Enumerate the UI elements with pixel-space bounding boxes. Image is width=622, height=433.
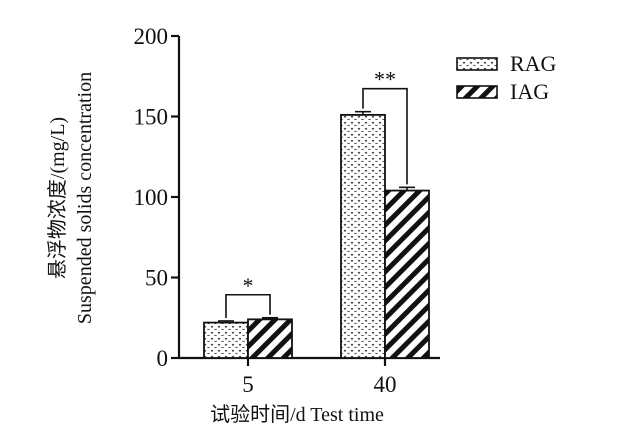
x-axis-label: 试验时间/d Test time [210,403,384,426]
bar-iag-5 [247,318,293,359]
y-axis-label-cn: 悬浮物浓度/(mg/L) [46,117,69,279]
significance-bracket-40 [362,87,408,185]
bar-rag-5 [203,321,249,359]
y-tick-labels: 0 50 100 150 200 [134,24,169,371]
bar-iag-40 [384,189,430,359]
significance-label-40: ** [374,67,396,92]
y-tick-label: 0 [157,346,169,371]
legend: RAG IAG [456,51,557,104]
significance-label-5: * [243,273,254,298]
bars [203,110,430,359]
x-tick-label: 5 [242,372,254,397]
y-tick-label: 100 [134,185,169,210]
y-tick-label: 150 [134,105,169,130]
legend-label-rag: RAG [510,51,557,76]
significance-bracket-5 [225,293,271,318]
legend-swatch-rag [456,57,498,71]
x-tick-labels: 5 40 [242,372,396,397]
y-tick-label: 50 [145,266,168,291]
x-tick-label: 40 [374,372,397,397]
legend-swatch-iag [456,85,498,99]
y-tick-label: 200 [134,24,169,49]
significance-brackets: *** [225,67,408,318]
y-axis [171,34,387,366]
bar-rag-40 [340,113,386,359]
legend-label-iag: IAG [510,79,549,104]
y-axis-label: 悬浮物浓度/(mg/L) Suspended solids concentrat… [46,72,96,324]
y-axis-label-en: Suspended solids concentration [74,72,96,324]
